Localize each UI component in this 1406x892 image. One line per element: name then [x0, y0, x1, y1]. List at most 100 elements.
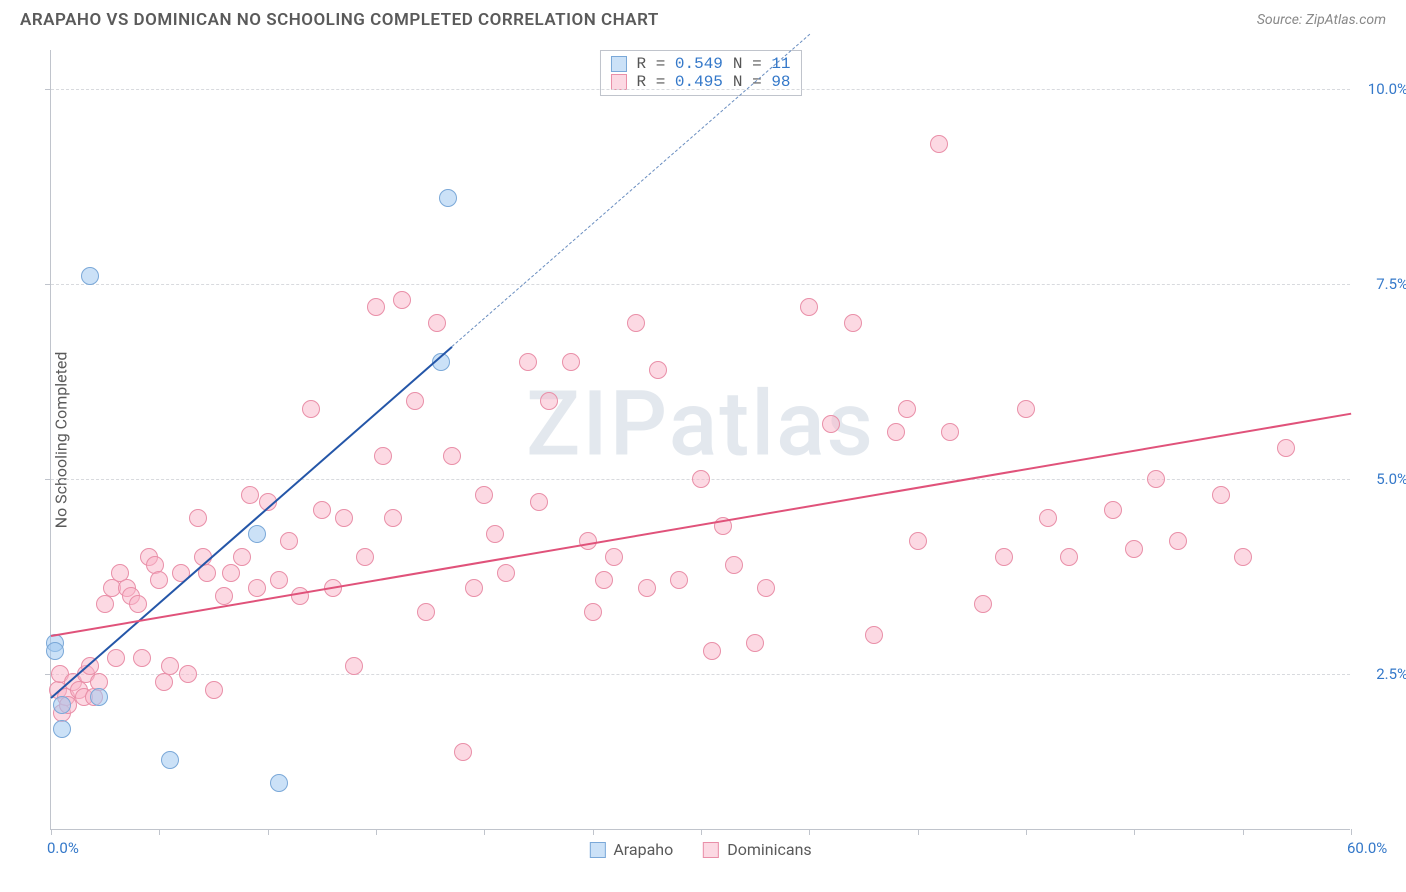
- x-tick: [484, 829, 485, 835]
- data-point: [81, 267, 99, 285]
- x-tick: [1026, 829, 1027, 835]
- y-tick-label: 10.0%: [1368, 80, 1406, 98]
- chart-title: ARAPAHO VS DOMINICAN NO SCHOOLING COMPLE…: [20, 10, 659, 30]
- data-point: [1125, 540, 1143, 558]
- data-point: [96, 595, 114, 613]
- data-point: [233, 548, 251, 566]
- swatch-dominicans: [610, 74, 626, 90]
- data-point: [356, 548, 374, 566]
- data-point: [406, 392, 424, 410]
- data-point: [930, 135, 948, 153]
- data-point: [1277, 439, 1295, 457]
- gridline: [51, 284, 1350, 285]
- data-point: [584, 603, 602, 621]
- data-point: [417, 603, 435, 621]
- data-point: [155, 673, 173, 691]
- data-point: [46, 642, 64, 660]
- data-point: [1147, 470, 1165, 488]
- data-point: [313, 501, 331, 519]
- data-point: [374, 447, 392, 465]
- data-point: [222, 564, 240, 582]
- gridline: [51, 674, 1350, 675]
- data-point: [530, 493, 548, 511]
- data-point: [800, 298, 818, 316]
- data-point: [562, 353, 580, 371]
- data-point: [746, 634, 764, 652]
- data-point: [1234, 548, 1252, 566]
- data-point: [248, 579, 266, 597]
- x-tick: [593, 829, 594, 835]
- data-point: [53, 696, 71, 714]
- data-point: [133, 649, 151, 667]
- data-point: [393, 291, 411, 309]
- data-point: [248, 525, 266, 543]
- data-point: [189, 509, 207, 527]
- data-point: [844, 314, 862, 332]
- data-point: [497, 564, 515, 582]
- data-point: [995, 548, 1013, 566]
- data-point: [865, 626, 883, 644]
- data-point: [428, 314, 446, 332]
- data-point: [335, 509, 353, 527]
- data-point: [627, 314, 645, 332]
- data-point: [302, 400, 320, 418]
- data-point: [649, 361, 667, 379]
- x-tick: [1351, 829, 1352, 835]
- data-point: [638, 579, 656, 597]
- x-tick-label: 0.0%: [47, 839, 79, 857]
- x-tick: [51, 829, 52, 835]
- data-point: [540, 392, 558, 410]
- x-tick: [268, 829, 269, 835]
- data-point: [241, 486, 259, 504]
- data-point: [486, 525, 504, 543]
- data-point: [1104, 501, 1122, 519]
- data-point: [270, 774, 288, 792]
- data-point: [215, 587, 233, 605]
- data-point: [725, 556, 743, 574]
- data-point: [475, 486, 493, 504]
- data-point: [443, 447, 461, 465]
- swatch-icon: [589, 842, 605, 858]
- swatch-arapaho: [610, 56, 626, 72]
- scatter-plot: No Schooling Completed ZIPatlas R = 0.54…: [50, 50, 1350, 830]
- y-axis-label: No Schooling Completed: [52, 351, 71, 528]
- chart-header: ARAPAHO VS DOMINICAN NO SCHOOLING COMPLE…: [0, 0, 1406, 36]
- data-point: [595, 571, 613, 589]
- data-point: [757, 579, 775, 597]
- data-point: [692, 470, 710, 488]
- data-point: [465, 579, 483, 597]
- gridline: [51, 89, 1350, 90]
- legend-item-dominicans: Dominicans: [703, 840, 811, 859]
- data-point: [941, 423, 959, 441]
- x-tick: [701, 829, 702, 835]
- x-tick-label: 60.0%: [1347, 839, 1387, 857]
- data-point: [161, 657, 179, 675]
- data-point: [670, 571, 688, 589]
- swatch-icon: [703, 842, 719, 858]
- data-point: [345, 657, 363, 675]
- data-point: [270, 571, 288, 589]
- x-tick: [1243, 829, 1244, 835]
- data-point: [291, 587, 309, 605]
- data-point: [974, 595, 992, 613]
- data-point: [179, 665, 197, 683]
- legend-item-arapaho: Arapaho: [589, 840, 673, 859]
- data-point: [703, 642, 721, 660]
- data-point: [898, 400, 916, 418]
- data-point: [909, 532, 927, 550]
- y-tick-label: 5.0%: [1376, 470, 1406, 488]
- data-point: [205, 681, 223, 699]
- data-point: [90, 688, 108, 706]
- data-point: [887, 423, 905, 441]
- legend-row-arapaho: R = 0.549 N = 11: [610, 55, 790, 73]
- data-point: [107, 649, 125, 667]
- y-tick-label: 2.5%: [1376, 665, 1406, 683]
- data-point: [150, 571, 168, 589]
- x-tick: [159, 829, 160, 835]
- x-tick: [1134, 829, 1135, 835]
- data-point: [1169, 532, 1187, 550]
- y-tick-label: 7.5%: [1376, 275, 1406, 293]
- data-point: [439, 189, 457, 207]
- data-point: [1017, 400, 1035, 418]
- data-point: [53, 720, 71, 738]
